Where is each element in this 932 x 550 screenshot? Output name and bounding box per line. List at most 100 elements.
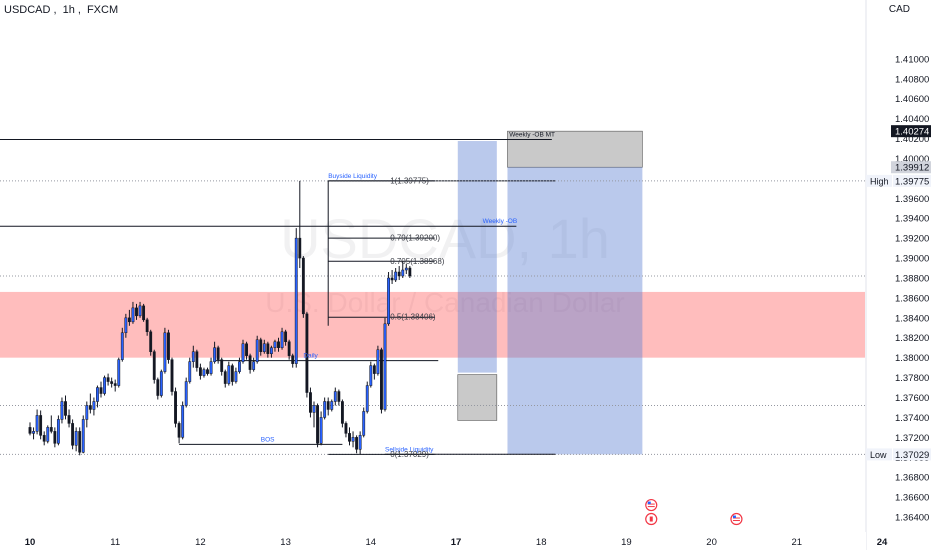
- candle-body: [316, 405, 319, 444]
- candle-body: [252, 361, 256, 370]
- candle-bullish: [138, 301, 142, 318]
- candle-bullish: [383, 317, 387, 412]
- currency-label: CAD: [888, 4, 910, 15]
- price-tick-label: 1.40600: [895, 94, 929, 105]
- candle-bullish: [401, 261, 405, 278]
- gray-zone-right: [507, 130, 643, 168]
- candle-bearish: [301, 256, 305, 318]
- daily-level-label: Daily: [303, 353, 318, 360]
- header-separator: ,: [77, 4, 81, 16]
- candle-body: [145, 319, 149, 333]
- candle-body: [202, 369, 206, 376]
- candle-bullish: [213, 341, 217, 364]
- candle-bullish: [117, 357, 121, 388]
- candle-body: [163, 332, 167, 372]
- candle-bullish: [163, 327, 167, 374]
- time-axis[interactable]: 10 11 12 13 14 17 18 19 20 21 24: [0, 532, 888, 550]
- candle-bullish: [35, 409, 39, 435]
- candle-bearish: [259, 337, 263, 356]
- candle-bearish: [152, 349, 156, 384]
- candle-bullish: [184, 377, 188, 408]
- price-tick-label: 1.38600: [895, 293, 929, 304]
- weekly-ob-mt-label: Weekly -OB MT: [509, 132, 555, 139]
- candle-bullish: [188, 357, 192, 384]
- candle-body: [277, 341, 280, 348]
- price-axis[interactable]: 1.364001.366001.368001.370001.372001.374…: [865, 0, 932, 550]
- time-axis-bg: [0, 532, 866, 550]
- candle-bearish: [248, 353, 252, 374]
- exchange-label: FXCM: [86, 4, 119, 16]
- us-flag-icon: [730, 512, 743, 526]
- candle-body: [312, 405, 316, 413]
- candle-body: [46, 427, 50, 442]
- candle-body: [383, 323, 387, 410]
- watermark: USDCAD, 1h U.S. Dollar / Canadian Dollar: [265, 207, 625, 318]
- labels-layer: Weekly -OB MT Weekly -OB Buyside Liquidity…: [261, 132, 555, 459]
- candle-body: [56, 419, 60, 444]
- candle-body: [287, 341, 291, 356]
- candle-body: [348, 433, 351, 442]
- candle-bullish: [365, 381, 369, 414]
- candle-body: [238, 361, 241, 372]
- weekly-ob-label: Weekly -OB: [483, 218, 518, 225]
- us-flag-canton: [732, 515, 736, 519]
- candle-body: [213, 347, 217, 362]
- candle-bullish: [103, 375, 106, 396]
- candle-body: [74, 431, 78, 446]
- candle-body: [241, 343, 245, 362]
- candle-body: [142, 305, 146, 321]
- candle-body: [309, 392, 312, 413]
- symbol-header[interactable]: USDCAD, 1h, FXCM: [4, 4, 121, 16]
- candle-body: [284, 331, 288, 342]
- price-tick-label: 1.40200: [895, 134, 929, 145]
- candle-bearish: [127, 309, 131, 326]
- candle-body: [337, 391, 341, 402]
- candle-bearish: [397, 266, 401, 280]
- candle-bullish: [60, 397, 64, 424]
- blue-zone-left: [457, 141, 497, 373]
- candle-body: [280, 331, 284, 348]
- candle-body: [170, 359, 174, 392]
- price-tick-label: 1.38200: [895, 333, 929, 344]
- candle-body: [255, 339, 259, 362]
- candle-bearish: [355, 435, 359, 454]
- candle-bearish: [337, 389, 341, 406]
- candle-bearish: [340, 399, 344, 428]
- time-tick-label: 13: [280, 537, 291, 548]
- candle-body: [380, 349, 383, 410]
- candle-bearish: [174, 387, 177, 428]
- candle-body: [85, 405, 89, 420]
- candle-body: [358, 435, 362, 450]
- candle-body: [408, 267, 412, 277]
- price-tick-label: 1.36400: [895, 513, 929, 524]
- candle-bearish: [287, 339, 291, 360]
- price-tick-label: 1.39600: [895, 194, 929, 205]
- price-tag-high: High: [870, 176, 889, 186]
- candle-bullish: [181, 401, 185, 440]
- us-flag-stripe: [647, 503, 655, 505]
- price-tick-label: 1.38400: [895, 313, 929, 324]
- fib-label-0-705: 0.705(1.38968): [390, 257, 445, 266]
- time-tick-label: 24: [877, 537, 888, 548]
- candle-body: [28, 427, 32, 434]
- candle-bearish: [223, 369, 227, 388]
- candle-body: [103, 377, 106, 394]
- candle-bullish: [46, 425, 50, 444]
- candle-body: [401, 269, 405, 277]
- price-label-bg: [891, 161, 931, 174]
- candle-bullish: [351, 431, 355, 448]
- candle-bullish: [294, 228, 298, 368]
- time-tick-label: 14: [366, 537, 377, 548]
- candle-body: [67, 415, 71, 424]
- fib-label-0-5: 0.5(1.38406): [390, 313, 436, 322]
- candle-bearish: [170, 357, 174, 396]
- candle-body: [387, 277, 390, 325]
- candle-body: [110, 381, 114, 384]
- events-layer: [645, 498, 743, 526]
- candle-bearish: [284, 329, 288, 346]
- blue-zone-right: [507, 167, 643, 455]
- fib-label-0-79: 0.79(1.39200): [390, 234, 440, 243]
- candle-bullish: [85, 401, 89, 428]
